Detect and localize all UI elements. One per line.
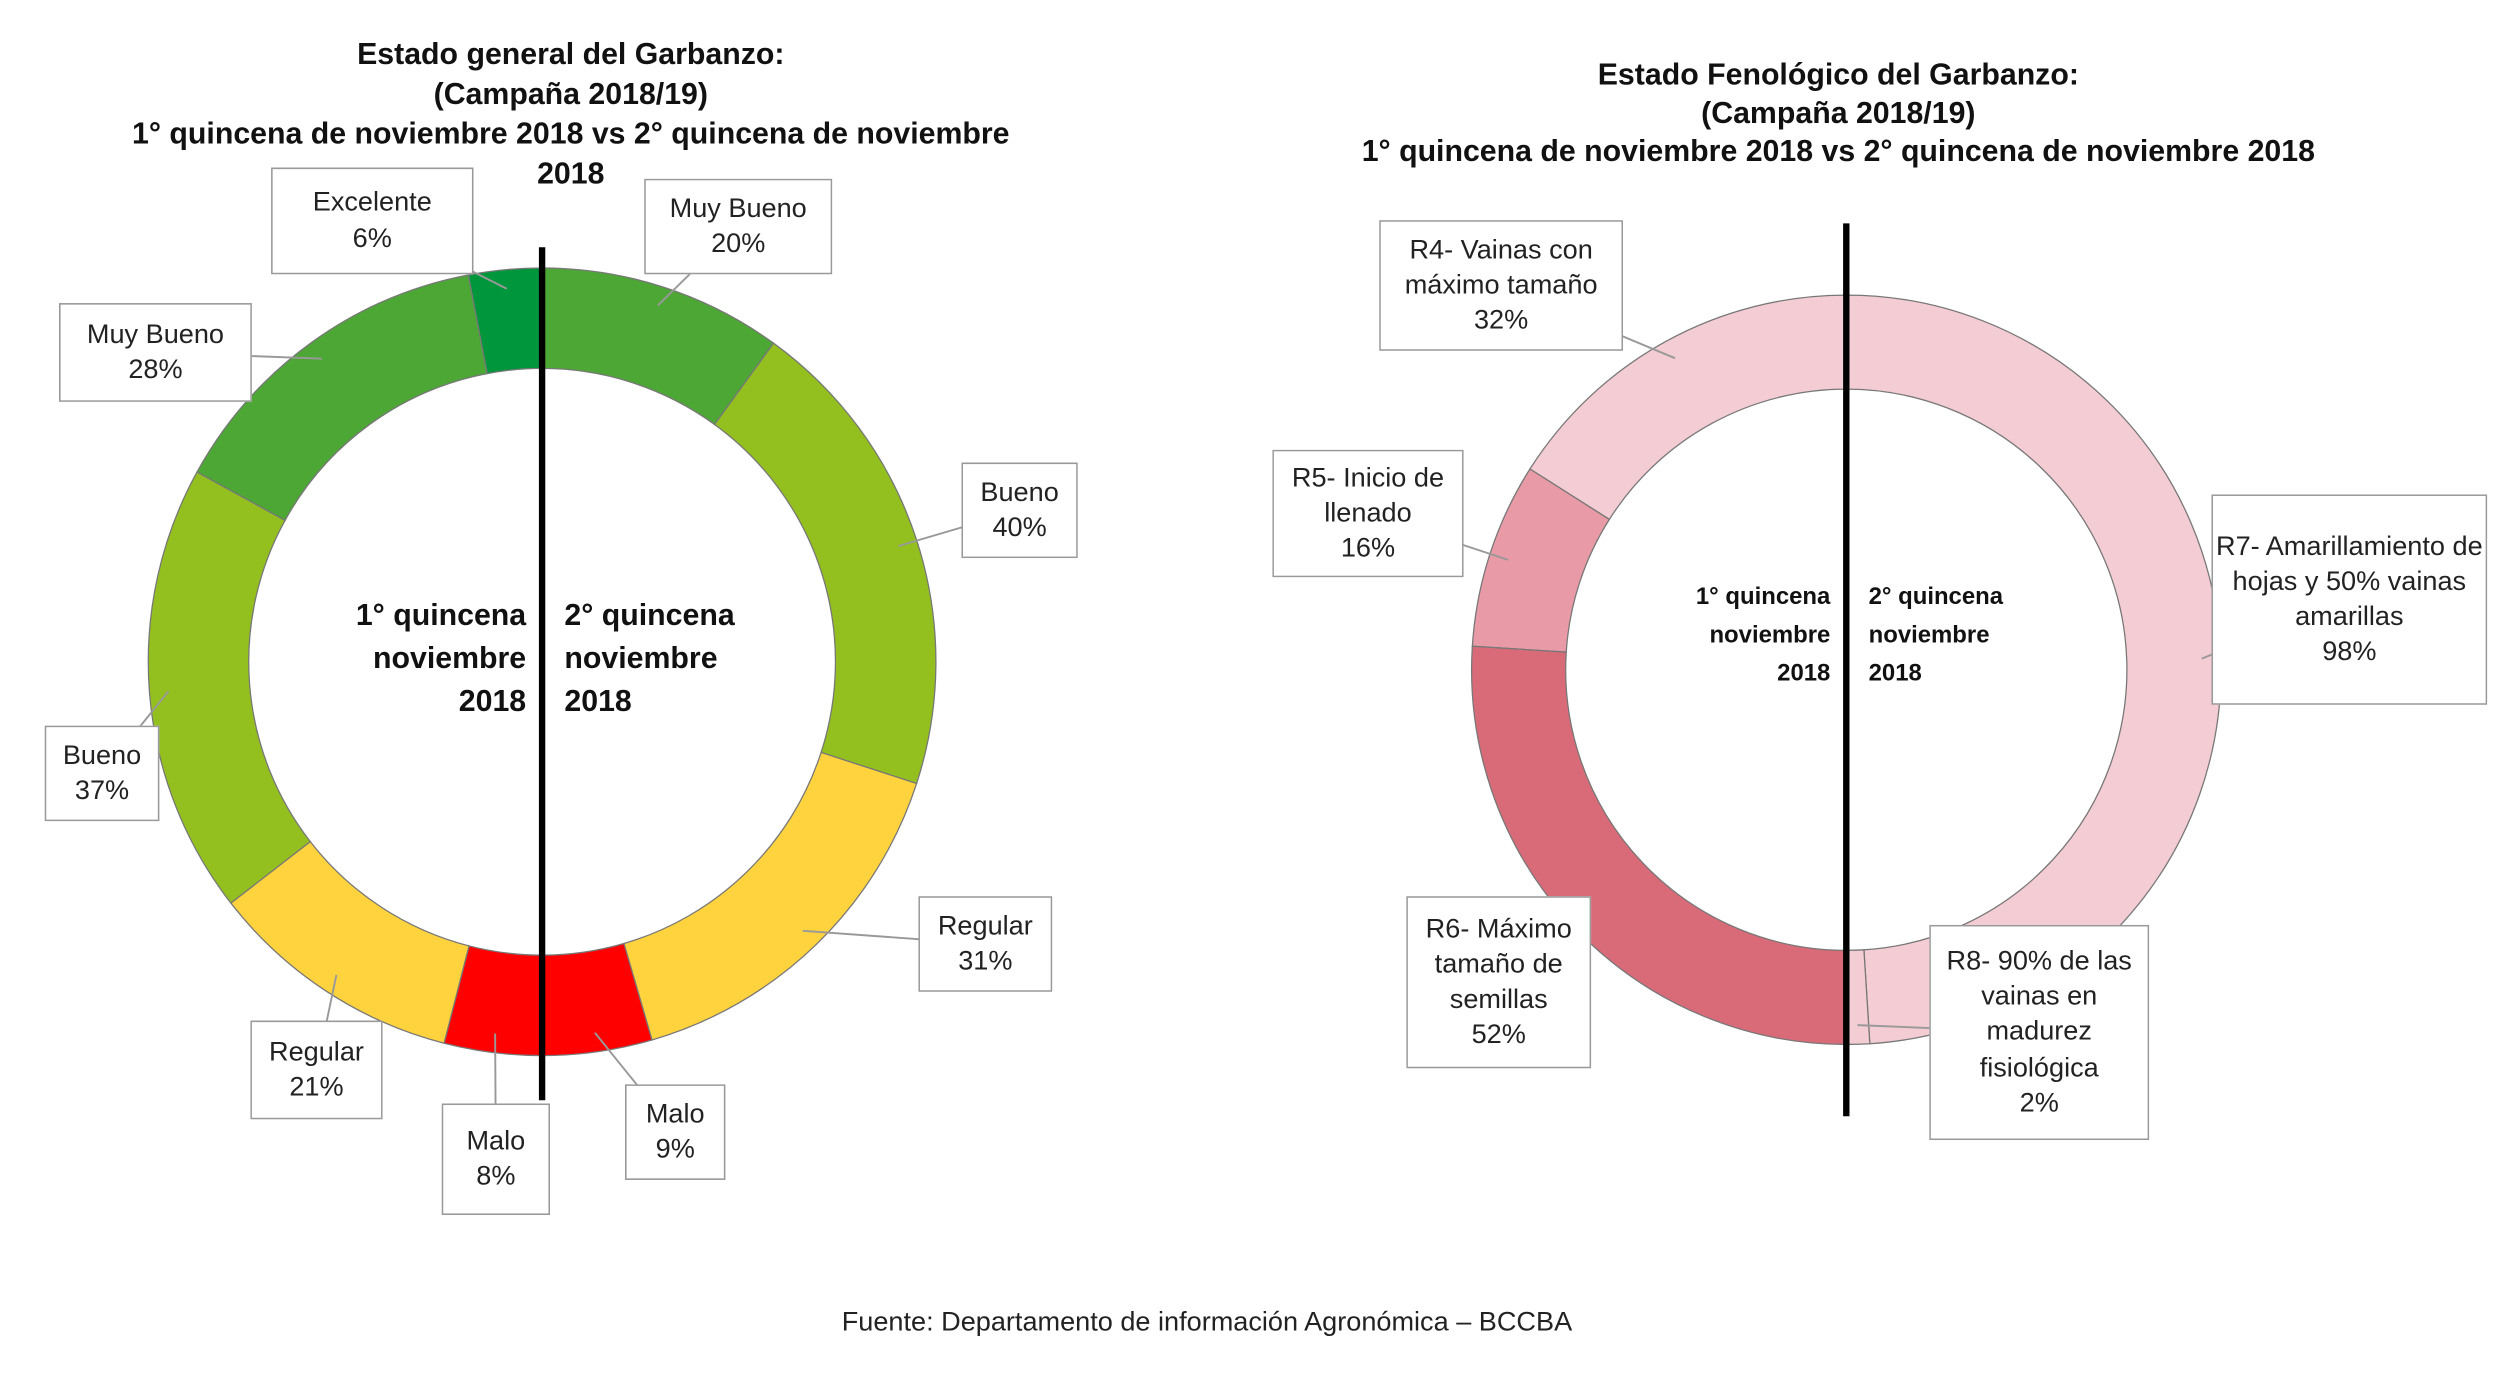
data-label: Muy Bueno 20% <box>644 178 833 275</box>
category-label: Muy Bueno <box>86 318 225 350</box>
data-label: R4- Vainas con máximo tamaño 32% <box>1379 220 1624 351</box>
data-label: R5- Inicio de llenado 16% <box>1272 449 1464 578</box>
donut-segment <box>623 751 918 1041</box>
category-label: Regular <box>269 1036 364 1067</box>
label-box: R8- 90% de las vainas en madurez fisioló… <box>1929 924 2150 1141</box>
chart-title: Estado Fenológico del Garbanzo: <box>1598 59 2079 92</box>
chart-title: 2018 <box>537 157 604 190</box>
value-label: 28% <box>128 354 183 385</box>
chart-title: 1° quincena de noviembre 2018 vs 2° quin… <box>1362 135 2315 168</box>
label-box: Regular 31% <box>918 896 1053 992</box>
category-label: R6- Máximo tamaño de semillas <box>1425 913 1572 1015</box>
value-label: 40% <box>992 511 1047 543</box>
chart-title: Estado general del Garbanzo: <box>357 38 784 71</box>
label-box: Regular 21% <box>250 1020 383 1120</box>
center-label: 1° quincena noviembre 2018 <box>356 599 527 718</box>
value-label: 9% <box>655 1133 695 1165</box>
value-label: 20% <box>711 228 766 259</box>
donut-segment <box>1471 645 1847 1046</box>
source: Fuente: Departamento de información Agro… <box>842 1306 1573 1337</box>
value-label: 2% <box>2019 1086 2059 1118</box>
center-label: 2° quincena noviembre 2018 <box>1869 583 2004 687</box>
value-label: 31% <box>958 945 1013 976</box>
category-label: Malo <box>645 1098 705 1129</box>
label-box: R6- Máximo tamaño de semillas 52% <box>1406 896 1592 1069</box>
value-label: 52% <box>1471 1019 1526 1050</box>
donut-segment <box>1845 294 2222 1045</box>
label-box: Malo 9% <box>625 1084 726 1180</box>
data-label: R7- Amarillamiento de hojas y 50% vainas… <box>2211 494 2488 705</box>
center-label: 2° quincena noviembre 2018 <box>564 599 735 718</box>
label-box: Malo 8% <box>441 1103 551 1216</box>
value-label: 8% <box>476 1160 516 1192</box>
category-label: R8- 90% de las vainas en madurez fisioló… <box>1946 946 2132 1082</box>
label-box: Muy Bueno 20% <box>644 178 833 275</box>
label-box: R7- Amarillamiento de hojas y 50% vainas… <box>2211 494 2488 705</box>
category-label: Bueno <box>62 739 142 771</box>
value-label: 6% <box>352 222 392 253</box>
category-label: R4- Vainas con máximo tamaño <box>1404 234 1598 300</box>
data-label: R6- Máximo tamaño de semillas 52% <box>1406 896 1592 1069</box>
value-label: 98% <box>2322 636 2377 667</box>
category-label: Muy Bueno <box>669 192 807 224</box>
category-label: Regular <box>937 910 1033 941</box>
category-label: Excelente <box>312 187 432 218</box>
chart-title: (Campaña 2018/19) <box>1701 97 1975 130</box>
donut-segment <box>147 471 312 905</box>
chart-title: 1° quincena de noviembre 2018 vs 2° quin… <box>132 118 1009 151</box>
label-box: Bueno 37% <box>44 725 160 822</box>
label-box: Muy Bueno 28% <box>58 303 252 402</box>
category-label: R5- Inicio de llenado <box>1291 462 1445 528</box>
data-label: R8- 90% de las vainas en madurez fisioló… <box>1929 924 2150 1141</box>
label-box: Excelente 6% <box>271 167 474 275</box>
value-label: 21% <box>289 1071 344 1102</box>
value-label: 16% <box>1340 532 1396 564</box>
label-box: R5- Inicio de llenado 16% <box>1272 449 1464 578</box>
category-label: Bueno <box>980 476 1059 507</box>
donut-segment <box>713 342 937 785</box>
value-label: 37% <box>74 774 130 806</box>
data-label: Bueno 40% <box>961 462 1078 559</box>
data-label: Muy Bueno 28% <box>58 303 252 402</box>
data-label: Malo 8% <box>441 1103 551 1216</box>
value-label: 32% <box>1473 304 1529 336</box>
center-label: 1° quincena noviembre 2018 <box>1696 583 1831 687</box>
category-label: Malo <box>466 1125 526 1156</box>
data-label: Excelente 6% <box>271 167 474 275</box>
data-label: Regular 21% <box>250 1020 383 1120</box>
label-box: Bueno 40% <box>961 462 1078 559</box>
data-label: Regular 31% <box>918 896 1053 992</box>
category-label: R7- Amarillamiento de hojas y 50% vainas… <box>2215 530 2483 632</box>
chart-title: (Campaña 2018/19) <box>434 78 708 111</box>
data-label: Malo 9% <box>625 1084 726 1180</box>
label-box: R4- Vainas con máximo tamaño 32% <box>1379 220 1624 351</box>
